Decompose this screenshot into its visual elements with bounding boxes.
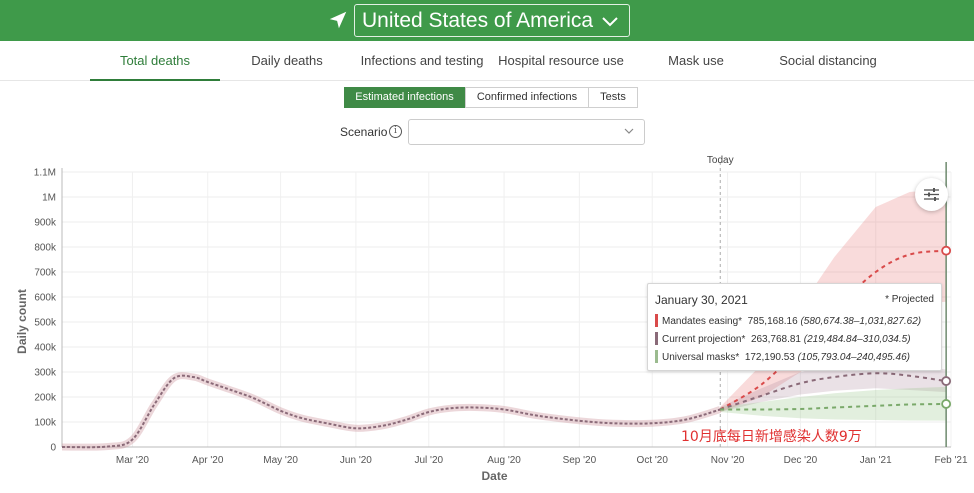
x-tick-label: Oct '20: [637, 455, 669, 466]
tooltip-row-easing: Mandates easing* 785,168.16 (580,674.38–…: [655, 314, 921, 330]
y-tick-label: 800k: [34, 243, 57, 254]
x-tick-label: Sep '20: [563, 455, 597, 466]
y-tick-label: 100k: [34, 418, 57, 429]
remove-easing-icon[interactable]: ×: [532, 126, 540, 138]
y-tick-label: 1.1M: [34, 168, 56, 179]
historical-line: [61, 374, 721, 449]
tab-social-distancing[interactable]: Social distancing: [779, 53, 877, 68]
today-label: Today: [707, 155, 734, 166]
x-tick-label: May '20: [263, 455, 298, 466]
y-tick-label: 900k: [34, 218, 57, 229]
tooltip-value: 263,768.81: [750, 334, 801, 345]
top-header: United States of America: [0, 0, 974, 41]
country-select[interactable]: United States of America: [354, 4, 630, 37]
remove-projection-icon[interactable]: ×: [471, 126, 479, 138]
legend-swatch: [655, 350, 658, 363]
projection-marker: [941, 376, 952, 386]
tooltip-label: Universal masks*: [662, 352, 740, 363]
tooltip-date: January 30, 2021: [655, 293, 748, 307]
x-tick-label: Mar '20: [116, 455, 149, 466]
y-tick-label: 600k: [34, 293, 57, 304]
subtab-estimated-infections[interactable]: Estimated infections: [344, 87, 465, 108]
chip-projection[interactable]: Projection ×: [414, 124, 485, 140]
masks-band: [720, 386, 947, 421]
metric-tabs: Total deaths Daily deaths Infections and…: [0, 41, 974, 81]
x-tick-label: Jan '21: [860, 455, 892, 466]
legend-swatch: [655, 332, 658, 345]
y-tick-label: 1M: [42, 193, 56, 204]
masks-marker: [941, 399, 952, 409]
easing-marker: [941, 245, 952, 256]
info-icon[interactable]: i: [389, 125, 402, 138]
tooltip-label: Current projection*: [662, 334, 746, 345]
projection-line: [719, 372, 947, 411]
tooltip-row-projection: Current projection* 263,768.81 (219,484.…: [655, 332, 911, 348]
tooltip-row-masks: Universal masks* 172,190.53 (105,793.04–…: [655, 350, 910, 366]
remove-masks-icon[interactable]: ×: [589, 126, 597, 138]
chip-masks[interactable]: Masks ×: [549, 124, 602, 140]
tab-total-deaths[interactable]: Total deaths: [90, 41, 220, 81]
tooltip-projected-note: * Projected: [885, 294, 934, 305]
tooltip-value: 172,190.53: [744, 352, 795, 363]
historical-band: [61, 372, 722, 451]
x-tick-label: Jun '20: [340, 455, 372, 466]
chart-tooltip: January 30, 2021 * Projected Mandates ea…: [647, 283, 942, 371]
y-axis-title: Daily count: [15, 289, 29, 354]
y-tick-label: 400k: [34, 343, 57, 354]
x-tick-label: Dec '20: [784, 455, 818, 466]
tooltip-range: (219,484.84–310,034.5): [803, 334, 911, 345]
scenario-label: Scenario: [340, 125, 388, 139]
y-tick-label: 700k: [34, 268, 57, 279]
y-tick-label: 300k: [34, 368, 57, 379]
tab-daily-deaths[interactable]: Daily deaths: [251, 53, 323, 68]
country-label: United States of America: [362, 9, 594, 32]
chip-masks-label: Masks: [554, 126, 586, 138]
y-tick-label: 500k: [34, 318, 57, 329]
subtab-tests[interactable]: Tests: [588, 87, 638, 108]
legend-swatch: [655, 314, 658, 327]
x-tick-label: Jul '20: [414, 455, 443, 466]
chip-easing-label: Easing: [495, 126, 529, 138]
chevron-down-icon: [602, 17, 618, 27]
projection-band: [720, 360, 947, 412]
sliders-icon: [924, 188, 939, 201]
scenario-multiselect[interactable]: Projection × Easing × Masks ×: [408, 119, 645, 145]
x-axis-title: Date: [481, 469, 507, 483]
chip-projection-label: Projection: [419, 126, 468, 138]
x-tick-label: Apr '20: [192, 455, 224, 466]
subtab-confirmed-infections[interactable]: Confirmed infections: [465, 87, 589, 108]
x-tick-label: Feb '21: [934, 455, 967, 466]
x-tick-label: Aug '20: [487, 455, 521, 466]
masks-line: [720, 403, 947, 411]
tooltip-range: (580,674.38–1,031,827.62): [800, 316, 922, 327]
y-tick-label: 200k: [34, 393, 57, 404]
chart-options-button[interactable]: [915, 178, 948, 211]
tab-infections-testing[interactable]: Infections and testing: [360, 53, 484, 68]
location-arrow-icon: [329, 11, 347, 29]
tab-mask-use[interactable]: Mask use: [668, 53, 724, 68]
x-tick-label: Nov '20: [711, 455, 745, 466]
y-tick-label: 0: [50, 443, 56, 454]
tab-hospital-resource-use[interactable]: Hospital resource use: [498, 53, 624, 68]
dropdown-chevron-icon[interactable]: [623, 125, 635, 137]
chip-easing[interactable]: Easing ×: [490, 124, 544, 140]
tooltip-value: 785,168.16: [747, 316, 798, 327]
annotation-text: 10月底每日新增感染人数9万: [681, 429, 862, 445]
tooltip-label: Mandates easing*: [662, 316, 743, 327]
tooltip-range: (105,793.04–240,495.46): [797, 352, 910, 363]
